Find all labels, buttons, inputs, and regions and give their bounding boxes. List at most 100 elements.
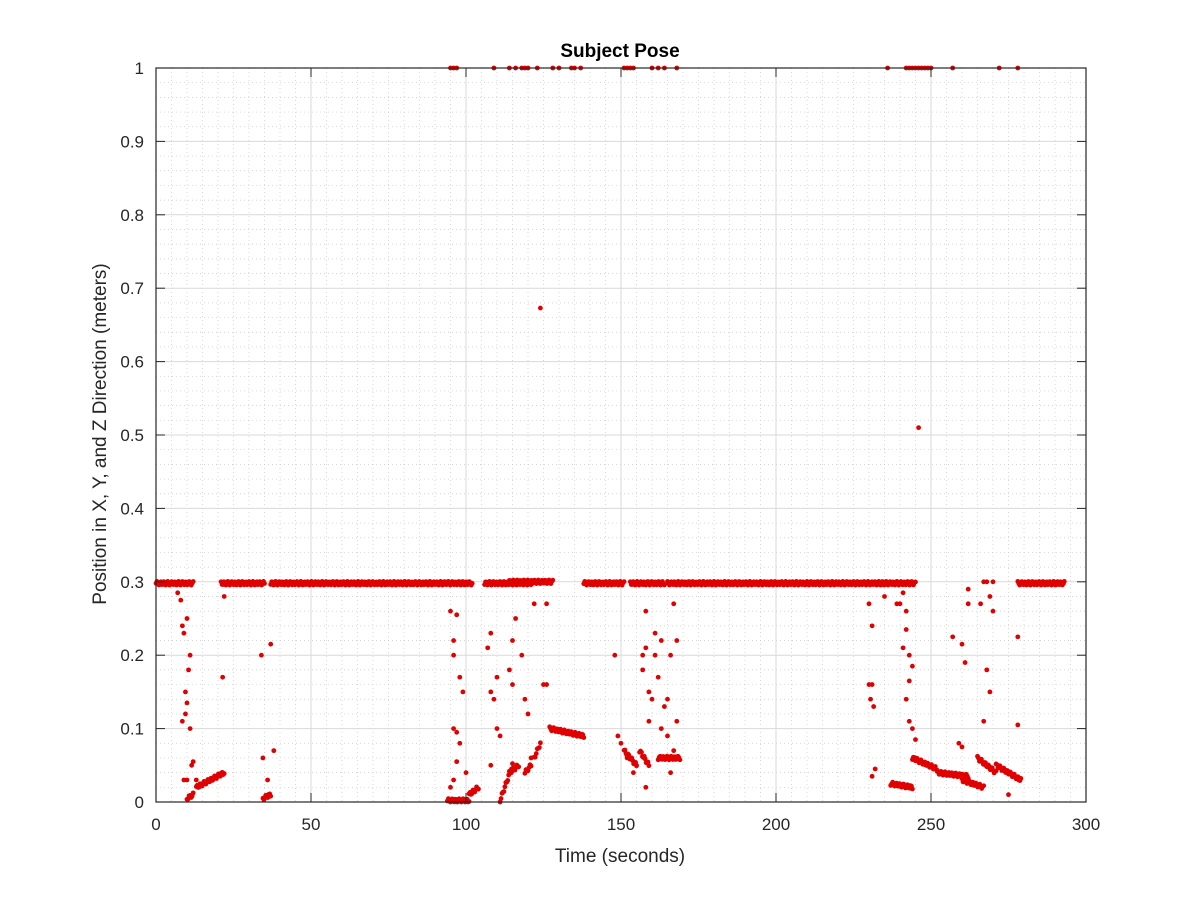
- data-point: [1006, 792, 1011, 798]
- data-point: [454, 759, 460, 765]
- data-point: [910, 726, 915, 731]
- data-point: [448, 608, 453, 614]
- data-point: [463, 770, 469, 776]
- data-point: [268, 641, 274, 647]
- data-point: [498, 796, 504, 801]
- data-point: [643, 784, 649, 790]
- data-point: [649, 696, 655, 702]
- data-point: [187, 726, 193, 731]
- data-point: [187, 652, 193, 658]
- data-point: [981, 718, 987, 724]
- x-axis-label: Time (seconds): [555, 846, 685, 867]
- data-point: [184, 616, 190, 621]
- data-point: [221, 771, 227, 776]
- data-point: [621, 579, 627, 585]
- data-point: [538, 740, 543, 746]
- x-tick-label: 0: [151, 815, 160, 834]
- data-point: [454, 612, 460, 618]
- data-point: [897, 601, 903, 607]
- data-point: [494, 726, 500, 731]
- data-point: [184, 700, 190, 706]
- data-point: [189, 762, 195, 768]
- y-tick-label: 0.6: [120, 353, 144, 372]
- data-point: [581, 735, 587, 741]
- data-point: [984, 667, 990, 673]
- data-point: [990, 608, 996, 614]
- data-point: [655, 674, 661, 680]
- data-point: [221, 594, 227, 599]
- data-point: [668, 770, 673, 776]
- data-point: [513, 616, 518, 621]
- data-point: [910, 786, 915, 792]
- data-point: [882, 594, 887, 599]
- y-tick-label: 1: [135, 59, 144, 78]
- data-point: [193, 777, 199, 783]
- data-point: [965, 586, 971, 592]
- data-point: [646, 763, 652, 769]
- data-point: [643, 608, 649, 614]
- y-tick-label: 0.8: [120, 206, 144, 225]
- data-point: [639, 749, 644, 755]
- data-point: [179, 718, 185, 724]
- data-point: [510, 638, 515, 643]
- y-tick-label: 0.4: [120, 499, 144, 518]
- data-point: [981, 783, 987, 789]
- data-point: [544, 682, 549, 687]
- data-point: [640, 652, 646, 658]
- data-point: [903, 627, 909, 632]
- data-point: [184, 777, 190, 783]
- data-point: [451, 726, 456, 731]
- data-point: [178, 597, 184, 603]
- data-point: [978, 601, 983, 607]
- data-point: [913, 737, 918, 743]
- x-tick-label: 150: [607, 815, 635, 834]
- data-point: [615, 733, 621, 739]
- data-point: [1018, 775, 1024, 781]
- data-point: [658, 638, 664, 643]
- data-point: [910, 663, 915, 669]
- tick-labels: 0 50 100 150 200 250 300 0 0.1 0.2 0.3 0.4 0.5 0.6 0.7…: [120, 59, 1100, 834]
- data-point: [665, 696, 670, 702]
- x-tick-label: 200: [762, 815, 790, 834]
- data-point: [501, 789, 507, 794]
- data-point: [674, 638, 680, 643]
- data-point: [652, 652, 658, 658]
- data-point: [869, 682, 875, 687]
- data-point: [457, 674, 463, 680]
- y-tick-label: 0.3: [120, 573, 144, 592]
- data-point: [652, 630, 658, 636]
- data-point: [631, 770, 636, 776]
- data-point: [531, 601, 537, 607]
- data-point: [510, 761, 515, 767]
- data-point: [190, 759, 196, 765]
- data-point: [987, 689, 993, 695]
- data-point: [624, 755, 630, 761]
- data-point: [903, 608, 909, 614]
- data-point: [183, 689, 188, 695]
- data-point: [959, 744, 965, 750]
- data-point: [183, 711, 188, 717]
- x-tick-label: 300: [1072, 815, 1100, 834]
- data-point: [643, 645, 649, 651]
- data-point: [1015, 634, 1021, 640]
- data-point: [677, 757, 683, 763]
- data-point: [265, 777, 270, 783]
- data-point: [488, 630, 494, 636]
- data-point: [645, 759, 651, 765]
- y-tick-label: 0.1: [120, 720, 144, 739]
- data-point: [869, 623, 875, 629]
- data-point: [634, 762, 639, 768]
- data-point: [900, 590, 906, 596]
- data-point: [451, 652, 456, 658]
- y-tick-label: 0.7: [120, 279, 144, 298]
- y-tick-label: 0: [135, 793, 144, 812]
- data-point: [984, 579, 990, 585]
- data-point: [532, 754, 538, 760]
- data-point: [990, 579, 996, 585]
- data-point: [507, 667, 512, 673]
- data-point: [987, 594, 993, 599]
- data-point: [662, 704, 667, 709]
- x-tick-label: 250: [917, 815, 945, 834]
- data-point: [460, 689, 466, 695]
